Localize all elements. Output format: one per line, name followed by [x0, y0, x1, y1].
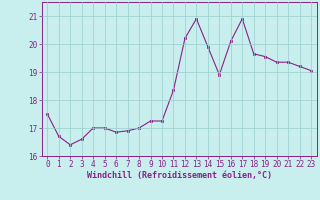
X-axis label: Windchill (Refroidissement éolien,°C): Windchill (Refroidissement éolien,°C) [87, 171, 272, 180]
